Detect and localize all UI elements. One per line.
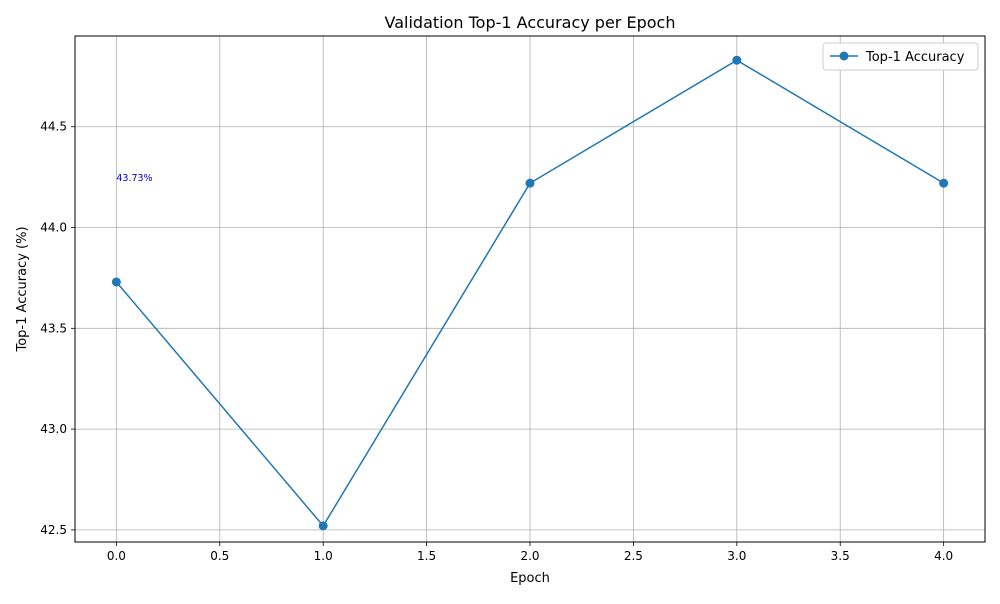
data-point [525, 178, 535, 188]
x-tick-label: 4.0 [934, 549, 953, 563]
x-tick-label: 3.5 [831, 549, 850, 563]
data-point [111, 277, 121, 287]
x-axis-label: Epoch [510, 571, 550, 586]
data-point [732, 55, 742, 65]
x-axis-ticks: 0.0 0.5 1.0 1.5 2.0 2.5 3.0 3.5 4.0 [107, 542, 953, 563]
y-tick-label: 42.5 [40, 523, 67, 537]
chart-title: Validation Top-1 Accuracy per Epoch [385, 13, 676, 32]
y-tick-label: 43.5 [40, 321, 67, 335]
grid-lines [75, 36, 985, 542]
axes-frame [74, 35, 986, 543]
x-tick-label: 3.0 [727, 549, 746, 563]
legend-box [822, 42, 979, 71]
legend: Top-1 Accuracy [822, 42, 979, 71]
series-layer [111, 55, 949, 531]
legend-marker-sample [839, 51, 849, 61]
y-axis-ticks: 42.5 43.0 43.5 44.0 44.5 [40, 120, 75, 537]
x-tick-label: 2.0 [520, 549, 539, 563]
y-tick-label: 44.5 [40, 120, 67, 134]
data-point [939, 178, 949, 188]
data-point [318, 521, 328, 531]
y-axis-label: Top-1 Accuracy (%) [15, 226, 30, 352]
y-tick-label: 43.0 [40, 422, 67, 436]
data-annotation: 43.73% [116, 173, 152, 184]
x-tick-label: 1.5 [417, 549, 436, 563]
x-tick-label: 2.5 [624, 549, 643, 563]
legend-label: Top-1 Accuracy [865, 50, 965, 65]
y-tick-label: 44.0 [40, 221, 67, 235]
x-tick-label: 0.5 [210, 549, 229, 563]
x-tick-label: 1.0 [314, 549, 333, 563]
x-tick-label: 0.0 [107, 549, 126, 563]
annotation-layer: 43.73% [116, 173, 152, 184]
